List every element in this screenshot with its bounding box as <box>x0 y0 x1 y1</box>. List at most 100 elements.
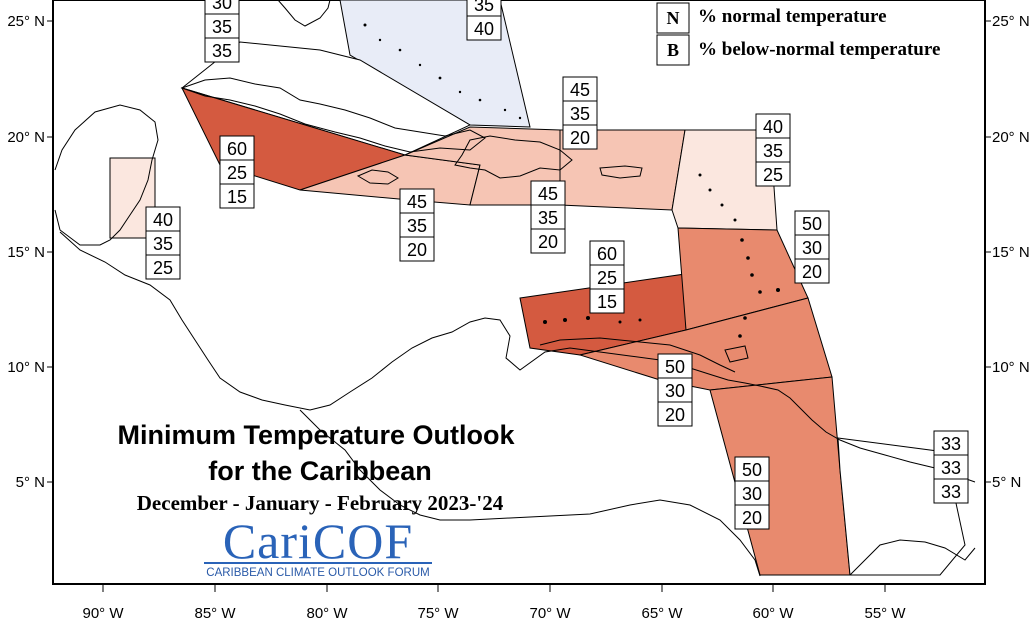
prob-cell <box>794 210 830 236</box>
prob-value: 15 <box>227 187 247 207</box>
prob-cell <box>530 228 566 254</box>
prob-cell <box>204 37 240 63</box>
prob-value: 30 <box>212 0 232 13</box>
prob-cell <box>589 240 625 266</box>
prob-cell <box>204 13 240 39</box>
caricof-logo: CariCOF CARIBBEAN CLIMATE OUTLOOK FORUM <box>204 513 432 579</box>
prob-value: 25 <box>763 165 783 185</box>
prob-value: 35 <box>153 234 173 254</box>
prob-cell <box>657 377 693 403</box>
prob-value: 30 <box>802 238 822 258</box>
prob-cell <box>755 137 791 163</box>
prob-cell <box>734 480 770 506</box>
prob-box-belize: 40 35 25 <box>145 206 181 280</box>
prob-value: 20 <box>538 232 558 252</box>
legend-box-n <box>656 2 690 34</box>
prob-value: 40 <box>153 210 173 230</box>
legend-letter-n: N <box>667 8 680 28</box>
prob-value: 30 <box>665 381 685 401</box>
prob-value: 45 <box>538 184 558 204</box>
prob-box-jamaica: 45 35 20 <box>399 188 435 262</box>
prob-value: 40 <box>474 19 494 39</box>
prob-value: 35 <box>212 41 232 61</box>
prob-value: 20 <box>407 240 427 260</box>
prob-cell <box>466 15 502 41</box>
lat-labels-left: 25° N 20° N 15° N 10° N 5° N <box>7 13 45 491</box>
lon-label: 65° W <box>641 605 683 622</box>
title-line2: for the Caribbean <box>208 456 432 486</box>
lon-label: 80° W <box>306 605 348 622</box>
prob-value: 25 <box>227 163 247 183</box>
lon-label: 85° W <box>194 605 236 622</box>
guiana-inland <box>849 539 976 576</box>
prob-cell <box>794 258 830 284</box>
hispaniola-coast <box>454 135 573 179</box>
prob-cell <box>755 161 791 187</box>
forecast-regions <box>109 0 966 576</box>
prob-cell <box>399 212 435 238</box>
prob-value: 60 <box>227 139 247 159</box>
lat-label-left: 5° N <box>16 474 45 491</box>
prob-cell <box>933 478 969 504</box>
prob-value: 35 <box>538 208 558 228</box>
lat-label-right: 5° N <box>992 474 1021 491</box>
prob-value: 60 <box>597 244 617 264</box>
prob-value: 20 <box>742 508 762 528</box>
prob-box-guyana: 50 30 20 <box>734 456 770 530</box>
prob-cell <box>562 124 598 150</box>
title-line1: Minimum Temperature Outlook <box>117 420 515 450</box>
lat-label-left: 10° N <box>7 359 45 376</box>
legend-letter-b: B <box>667 40 679 60</box>
lon-label: 75° W <box>417 605 459 622</box>
prob-cell <box>562 76 598 102</box>
lon-labels: 90° W 85° W 80° W 75° W 70° W 65° W 60° W 55° W <box>82 605 906 622</box>
prob-cell <box>399 236 435 262</box>
central-america-coast <box>59 231 976 483</box>
prob-cell <box>589 288 625 314</box>
prob-cell <box>399 188 435 214</box>
prob-box-windward: 50 30 20 <box>794 210 830 284</box>
prob-box-cuba-south: 60 25 15 <box>219 135 255 209</box>
jamaica-coast <box>356 169 399 185</box>
florida-coast <box>277 0 331 27</box>
lat-label-left: 20° N <box>7 129 45 146</box>
prob-value: 45 <box>570 80 590 100</box>
logo-tagline: CARIBBEAN CLIMATE OUTLOOK FORUM <box>206 567 429 579</box>
lon-label: 70° W <box>529 605 571 622</box>
prob-cell <box>657 401 693 427</box>
lat-label-right: 15° N <box>992 244 1030 261</box>
lat-label-right: 20° N <box>992 129 1030 146</box>
prob-box-leeward: 40 35 25 <box>755 113 791 187</box>
prob-value: 35 <box>570 104 590 124</box>
prob-cell <box>933 454 969 480</box>
title-period: December - January - February 2023-'24 <box>137 491 504 515</box>
prob-value: 15 <box>597 292 617 312</box>
islands <box>363 23 780 338</box>
prob-value: 20 <box>802 262 822 282</box>
lon-label: 55° W <box>864 605 906 622</box>
prob-value: 35 <box>407 216 427 236</box>
lat-labels-right: 25° N 20° N 15° N 10° N 5° N <box>992 13 1030 491</box>
prob-cell <box>145 206 181 232</box>
legend-box-b <box>656 34 690 66</box>
prob-value: 33 <box>941 434 961 454</box>
prob-value: 35 <box>212 17 232 37</box>
prob-cell <box>145 230 181 256</box>
prob-value: 35 <box>763 141 783 161</box>
prob-cell <box>657 353 693 379</box>
cuba-coast <box>180 77 486 153</box>
puerto-rico-coast <box>599 165 643 179</box>
legend: N % normal temperature B % below-normal … <box>656 2 940 66</box>
prob-value: 33 <box>941 458 961 478</box>
south-america-inland <box>299 409 761 577</box>
lat-label-right: 10° N <box>992 359 1030 376</box>
prob-box-hispaniola: 45 35 20 <box>530 180 566 254</box>
prob-cell <box>933 430 969 456</box>
prob-value: 20 <box>665 405 685 425</box>
prob-value: 35 <box>474 0 494 15</box>
prob-value: 33 <box>941 482 961 502</box>
prob-cell <box>145 254 181 280</box>
prob-box-abc-islands: 60 25 15 <box>589 240 625 314</box>
